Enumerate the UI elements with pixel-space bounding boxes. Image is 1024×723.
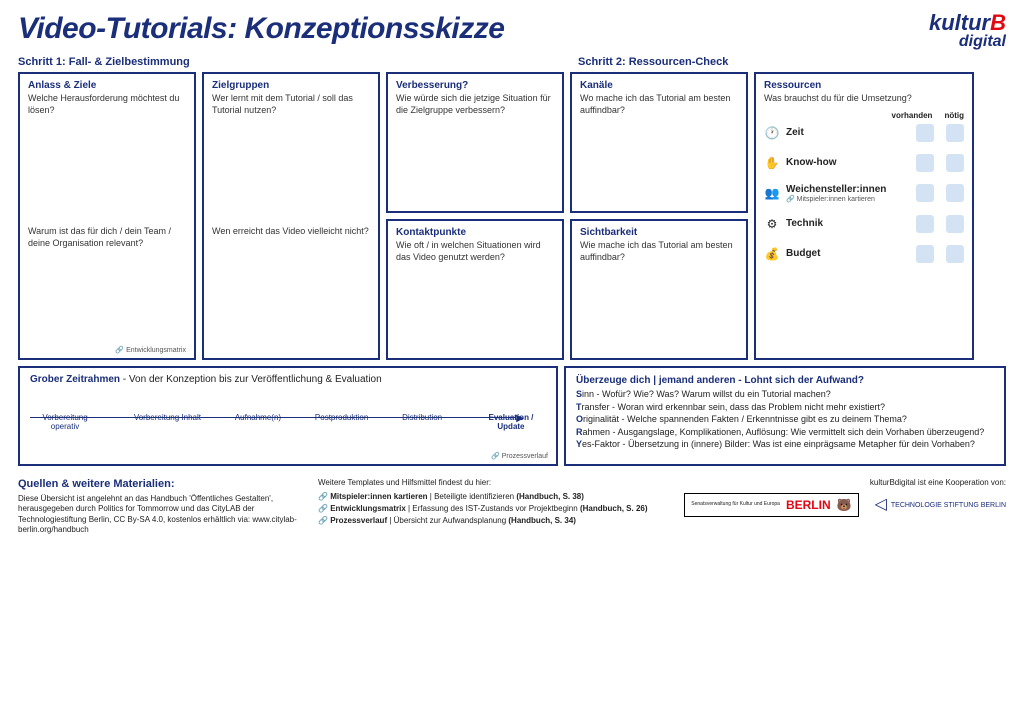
checkbox-noetig[interactable] (946, 184, 964, 202)
story-line: Rahmen - Ausgangslage, Komplikationen, A… (576, 426, 994, 439)
timeline-stage: Evaluation / Update (476, 413, 546, 431)
story-line: Originalität - Welche spannenden Fakten … (576, 413, 994, 426)
box-q1: Wie würde sich die jetzige Situation für… (396, 93, 554, 116)
templates-intro: Weitere Templates und Hilfsmittel findes… (318, 478, 658, 487)
page-title: Video-Tutorials: Konzeptionsskizze (18, 12, 504, 46)
resource-label: Budget (786, 248, 910, 259)
resource-label: Know-how (786, 157, 910, 168)
box-q2: Warum ist das für dich / dein Team / dei… (28, 226, 186, 249)
box-title: Sichtbarkeit (580, 227, 738, 238)
resource-row: ✋ Know-how (764, 154, 964, 172)
box-zielgruppen: Zielgruppen Wer lernt mit dem Tutorial /… (202, 72, 380, 360)
logo-text: kultur (929, 10, 990, 35)
ts-logo: ◁ TECHNOLOGIE STIFTUNG BERLIN (875, 497, 1006, 513)
resource-row: 🕐 Zeit (764, 124, 964, 142)
box-zeitrahmen: Grober Zeitrahmen - Von der Konzeption b… (18, 366, 558, 466)
box-q1: Wie oft / in welchen Situationen wird da… (396, 240, 554, 263)
canvas-grid: Anlass & Ziele Welche Herausforderung mö… (18, 72, 1006, 360)
timeline-arrow-icon: ▶ (516, 413, 524, 424)
logo-sub: digital (929, 34, 1006, 50)
checkbox-noetig[interactable] (946, 245, 964, 263)
checkbox-noetig[interactable] (946, 124, 964, 142)
resource-icon: 🕐 (764, 126, 780, 140)
bottom-row: Grober Zeitrahmen - Von der Konzeption b… (18, 366, 1006, 466)
timeline-stage: Vorbereitung operativ (30, 413, 100, 431)
resource-icon: 👥 (764, 186, 780, 200)
logo-b: B (990, 10, 1006, 35)
sources-heading: Quellen & weitere Materialien: (18, 478, 298, 490)
ts-text: TECHNOLOGIE STIFTUNG BERLIN (891, 502, 1006, 509)
resource-label: Weichensteller:innen🔗 Mitspieler:innen k… (786, 184, 910, 203)
timeline-title-b: Grober Zeitrahmen (30, 374, 120, 385)
timeline-stage: Aufnahme(n) (235, 413, 281, 431)
box-title: Kanäle (580, 80, 738, 91)
box-anlass: Anlass & Ziele Welche Herausforderung mö… (18, 72, 196, 360)
checkbox-noetig[interactable] (946, 154, 964, 172)
box-title: Zielgruppen (212, 80, 370, 91)
box-ressourcen: Ressourcen Was brauchst du für die Umset… (754, 72, 974, 360)
sources-text: Diese Übersicht ist angelehnt an das Han… (18, 494, 298, 536)
logo: kulturB digital (929, 12, 1006, 50)
template-link-3: Prozessverlauf | Übersicht zur Aufwandsp… (318, 515, 658, 527)
bear-icon: 🐻 (837, 498, 852, 512)
box-q1: Welche Herausforderung möchtest du lösen… (28, 93, 186, 116)
berlin-logo: Senatsverwaltung für Kultur und Europa B… (684, 493, 858, 517)
box-kanaele: Kanäle Wo mache ich das Tutorial am best… (570, 72, 748, 213)
checkbox-vorhanden[interactable] (916, 215, 934, 233)
resource-icon: 💰 (764, 247, 780, 261)
timeline-stage: Postproduktion (315, 413, 368, 431)
triangle-icon: ◁ (875, 497, 887, 513)
box-tag: Entwicklungsmatrix (115, 346, 186, 354)
timeline-title-rest: - Von der Konzeption bis zur Veröffentli… (120, 374, 382, 385)
box-kontaktpunkte: Kontaktpunkte Wie oft / in welchen Situa… (386, 219, 564, 360)
story-head: Überzeuge dich | jemand anderen - Lohnt … (576, 375, 864, 386)
step1-label: Schritt 1: Fall- & Zielbestimmung (18, 56, 558, 68)
checkbox-vorhanden[interactable] (916, 154, 934, 172)
resource-row: ⚙ Technik (764, 215, 964, 233)
col-noetig: nötig (944, 111, 964, 120)
box-title: Verbesserung? (396, 80, 554, 91)
template-link-2: Entwicklungsmatrix | Erfassung des IST-Z… (318, 503, 658, 515)
cooperation-text: kulturBdigital ist eine Kooperation von: (678, 478, 1006, 487)
box-q1: Wie mache ich das Tutorial am besten auf… (580, 240, 738, 263)
resource-row: 💰 Budget (764, 245, 964, 263)
header: Video-Tutorials: Konzeptionsskizze kultu… (18, 12, 1006, 50)
footer: Quellen & weitere Materialien: Diese Übe… (18, 478, 1006, 536)
story-line: Transfer - Woran wird erkennbar sein, da… (576, 401, 994, 414)
step-labels: Schritt 1: Fall- & Zielbestimmung Schrit… (18, 56, 1006, 68)
resource-row: 👥 Weichensteller:innen🔗 Mitspieler:innen… (764, 184, 964, 203)
resource-icon: ⚙ (764, 217, 780, 231)
checkbox-vorhanden[interactable] (916, 245, 934, 263)
story-line: Yes-Faktor - Übersetzung in (innere) Bil… (576, 438, 994, 451)
timeline-stage: Distribution (402, 413, 442, 431)
checkbox-vorhanden[interactable] (916, 184, 934, 202)
box-q1: Was brauchst du für die Umsetzung? (764, 93, 964, 105)
box-verbesserung: Verbesserung? Wie würde sich die jetzige… (386, 72, 564, 213)
template-link-1: Mitspieler:innen kartieren | Beteiligte … (318, 491, 658, 503)
step2-label: Schritt 2: Ressourcen-Check (578, 56, 1006, 68)
checkbox-vorhanden[interactable] (916, 124, 934, 142)
story-line: Sinn - Wofür? Wie? Was? Warum willst du … (576, 388, 994, 401)
col-vorhanden: vorhanden (892, 111, 933, 120)
resource-label: Zeit (786, 127, 910, 138)
timeline-stage: Vorbereitung Inhalt (134, 413, 201, 431)
box-q2: Wen erreicht das Video vielleicht nicht? (212, 226, 370, 238)
box-title: Kontaktpunkte (396, 227, 554, 238)
box-title: Ressourcen (764, 80, 964, 91)
resource-icon: ✋ (764, 156, 780, 170)
checkbox-noetig[interactable] (946, 215, 964, 233)
box-q1: Wo mache ich das Tutorial am besten auff… (580, 93, 738, 116)
box-story: Überzeuge dich | jemand anderen - Lohnt … (564, 366, 1006, 466)
berlin-text: BERLIN (786, 498, 831, 512)
timeline-line (30, 417, 516, 418)
resource-label: Technik (786, 218, 910, 229)
timeline-tag: Prozessverlauf (491, 452, 548, 460)
box-title: Anlass & Ziele (28, 80, 186, 91)
box-sichtbarkeit: Sichtbarkeit Wie mache ich das Tutorial … (570, 219, 748, 360)
senat-text: Senatsverwaltung für Kultur und Europa (691, 502, 780, 508)
box-q1: Wer lernt mit dem Tutorial / soll das Tu… (212, 93, 370, 116)
